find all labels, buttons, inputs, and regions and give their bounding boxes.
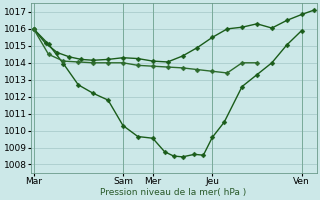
X-axis label: Pression niveau de la mer( hPa ): Pression niveau de la mer( hPa )	[100, 188, 247, 197]
